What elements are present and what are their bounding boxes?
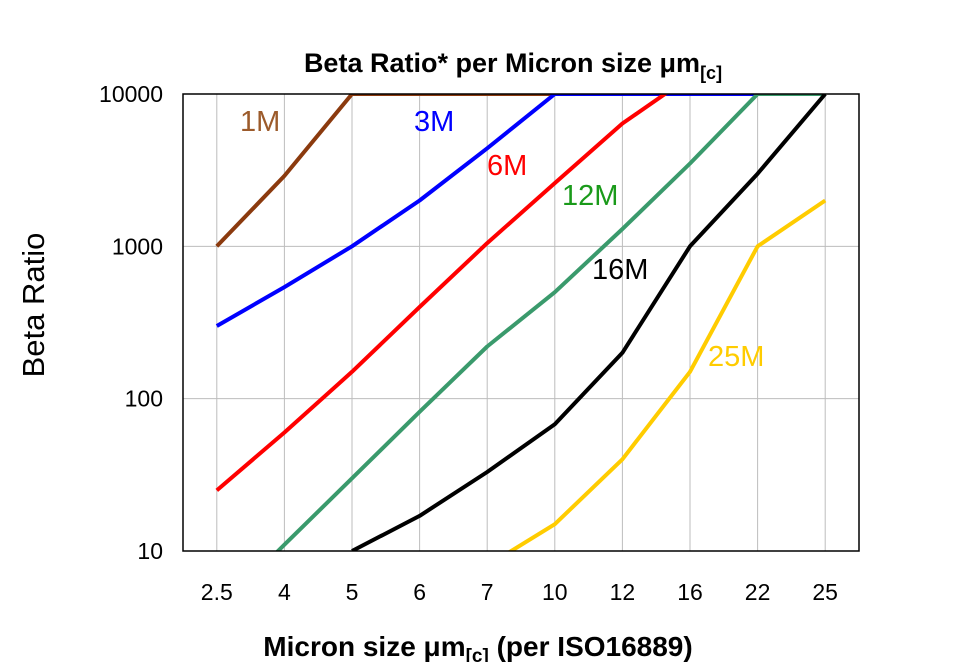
y-tick-label: 1000 bbox=[112, 233, 163, 259]
y-tick-label: 10 bbox=[137, 538, 163, 564]
plot-area-border bbox=[182, 93, 860, 552]
series-labels: 1M 3M 6M 12M 16M 25M bbox=[240, 106, 764, 373]
x-axis-label: Micron size μm[c] (per ISO16889) bbox=[263, 631, 692, 662]
x-tick-labels: 2.5 4 5 6 7 10 12 16 22 25 bbox=[201, 579, 838, 605]
series-line-25M bbox=[507, 198, 827, 551]
series-line-12M bbox=[275, 94, 826, 551]
y-tick-label: 100 bbox=[125, 386, 163, 412]
series-line-16M bbox=[351, 94, 827, 551]
series-label-25M: 25M bbox=[708, 341, 764, 373]
series-label-1M: 1M bbox=[240, 106, 280, 138]
y-tick-labels: 10 100 1000 10000 bbox=[99, 81, 163, 564]
x-tick-label: 22 bbox=[745, 579, 771, 605]
series-line-1M bbox=[215, 94, 826, 248]
x-tick-label: 7 bbox=[481, 579, 494, 605]
series-line-3M bbox=[215, 94, 826, 328]
series-label-12M: 12M bbox=[562, 180, 618, 212]
x-tick-label: 10 bbox=[542, 579, 568, 605]
series-label-6M: 6M bbox=[487, 150, 527, 182]
series-label-16M: 16M bbox=[592, 254, 648, 286]
x-tick-label: 4 bbox=[278, 579, 291, 605]
x-tick-label: 5 bbox=[346, 579, 359, 605]
series-label-3M: 3M bbox=[414, 106, 454, 138]
x-tick-label: 25 bbox=[812, 579, 838, 605]
x-tick-label: 2.5 bbox=[201, 579, 233, 605]
series-lines bbox=[215, 94, 827, 551]
x-tick-label: 12 bbox=[610, 579, 636, 605]
y-axis-label: Beta Ratio bbox=[16, 233, 51, 378]
x-tick-label: 16 bbox=[677, 579, 703, 605]
chart-title: Beta Ratio* per Micron size μm[c] bbox=[304, 48, 722, 83]
x-tick-label: 6 bbox=[413, 579, 426, 605]
y-tick-label: 10000 bbox=[99, 81, 163, 107]
series-line-6M bbox=[215, 94, 669, 492]
